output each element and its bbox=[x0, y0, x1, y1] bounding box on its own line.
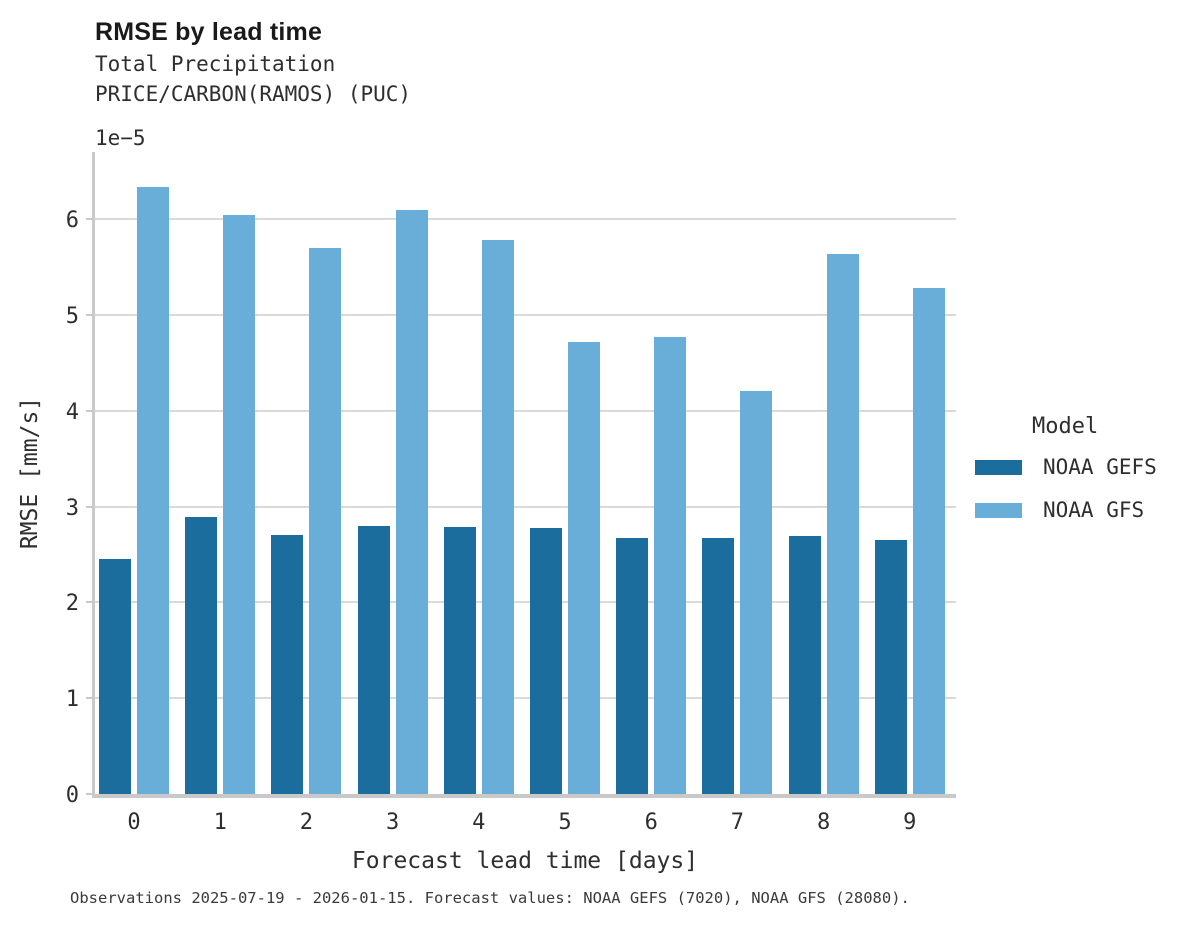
bar-noaa-gefs-lead-0 bbox=[99, 559, 131, 794]
y-tick-mark bbox=[86, 505, 92, 508]
bar-noaa-gefs-lead-4 bbox=[443, 526, 476, 794]
gridline-y-5 bbox=[95, 313, 956, 316]
bar-noaa-gefs-lead-7 bbox=[702, 538, 735, 794]
bar-noaa-gefs-lead-5 bbox=[530, 527, 562, 794]
x-tick-label: 6 bbox=[644, 810, 658, 835]
y-tick-label: 6 bbox=[65, 208, 79, 234]
bar-noaa-gfs-lead-3 bbox=[395, 209, 428, 794]
chart-title: RMSE by lead time bbox=[95, 18, 323, 46]
y-tick-label: 0 bbox=[65, 783, 79, 808]
x-axis-spine bbox=[92, 794, 956, 798]
gridline-y-4 bbox=[95, 409, 956, 412]
gefs-color-swatch bbox=[975, 459, 1022, 475]
legend-title: Model bbox=[1032, 414, 1099, 439]
y-tick-mark bbox=[86, 313, 92, 316]
y-tick-label: 2 bbox=[65, 591, 79, 617]
x-axis-title: Forecast lead time [days] bbox=[351, 848, 699, 874]
gridline-y-2 bbox=[95, 601, 956, 604]
x-tick-label: 9 bbox=[903, 810, 917, 835]
y-tick-mark bbox=[86, 218, 92, 221]
bar-noaa-gfs-lead-7 bbox=[740, 390, 773, 794]
bar-noaa-gefs-lead-3 bbox=[357, 525, 390, 794]
x-tick-label: 7 bbox=[730, 810, 745, 835]
y-tick-label: 5 bbox=[65, 303, 79, 329]
bar-noaa-gfs-lead-0 bbox=[137, 186, 169, 794]
bar-noaa-gfs-lead-2 bbox=[309, 247, 342, 794]
bar-noaa-gefs-lead-8 bbox=[788, 536, 821, 794]
chart-subtitle-variable: Total Precipitation bbox=[95, 52, 336, 76]
legend-label: NOAA GFS bbox=[1043, 498, 1145, 522]
y-axis-spine bbox=[92, 152, 95, 794]
gridline-y-3 bbox=[95, 505, 956, 508]
bar-noaa-gefs-lead-2 bbox=[271, 535, 304, 794]
y-axis-offset-label: 1e−5 bbox=[95, 126, 146, 150]
bar-noaa-gfs-lead-9 bbox=[912, 288, 945, 794]
legend-item-noaa-gefs: NOAA GEFS bbox=[975, 455, 1190, 479]
x-tick-label: 0 bbox=[127, 810, 141, 835]
gridline-y-1 bbox=[95, 697, 956, 700]
legend: Model NOAA GEFS NOAA GFS bbox=[975, 414, 1190, 541]
bar-noaa-gfs-lead-6 bbox=[654, 336, 687, 794]
bar-noaa-gfs-lead-8 bbox=[826, 253, 859, 794]
chart-subtitle-location: PRICE/CARBON(RAMOS) (PUC) bbox=[95, 82, 412, 106]
y-axis-title: RMSE [mm/s] bbox=[17, 396, 43, 550]
bar-noaa-gefs-lead-1 bbox=[185, 517, 218, 794]
y-tick-mark bbox=[86, 697, 92, 700]
y-tick-label: 3 bbox=[65, 495, 79, 521]
x-tick-label: 2 bbox=[299, 810, 314, 835]
gridline-y-6 bbox=[95, 218, 956, 221]
x-tick-label: 4 bbox=[472, 810, 486, 835]
y-tick-mark bbox=[86, 793, 92, 795]
x-tick-label: 5 bbox=[558, 810, 572, 835]
y-tick-label: 1 bbox=[65, 687, 79, 713]
x-tick-label: 3 bbox=[385, 810, 400, 835]
legend-label: NOAA GEFS bbox=[1043, 455, 1157, 479]
figure-caption: Observations 2025-07-19 - 2026-01-15. Fo… bbox=[70, 889, 910, 907]
plot-area: 0 1 2 3 4 5 6 0 1 2 3 4 5 6 7 8 9 bbox=[66, 152, 956, 835]
bar-noaa-gefs-lead-9 bbox=[874, 540, 907, 794]
y-tick-label: 4 bbox=[65, 399, 79, 425]
y-tick-mark bbox=[86, 409, 92, 412]
y-tick-mark bbox=[86, 601, 92, 604]
bar-noaa-gfs-lead-4 bbox=[481, 240, 514, 794]
x-tick-label: 8 bbox=[816, 810, 831, 835]
x-tick-label: 1 bbox=[213, 810, 227, 835]
bar-noaa-gfs-lead-5 bbox=[568, 341, 600, 794]
bar-noaa-gefs-lead-6 bbox=[616, 538, 649, 794]
legend-item-noaa-gfs: NOAA GFS bbox=[975, 498, 1190, 522]
bar-noaa-gfs-lead-1 bbox=[223, 215, 256, 794]
gfs-color-swatch bbox=[975, 502, 1022, 518]
